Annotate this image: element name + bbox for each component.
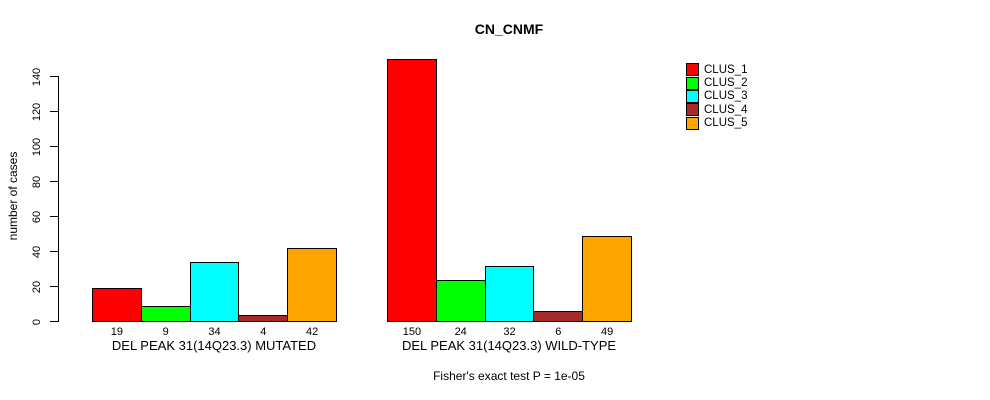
y-tick-label: 140 bbox=[31, 67, 43, 86]
legend-swatch-clus_2 bbox=[686, 76, 699, 90]
y-tick-label: 120 bbox=[31, 102, 43, 121]
legend-label: CLUS_3 bbox=[704, 90, 748, 103]
bar-clus_4-group1 bbox=[238, 314, 289, 322]
bar-value-label: 9 bbox=[162, 326, 169, 338]
y-tick-label: 0 bbox=[31, 318, 43, 325]
legend-label: CLUS_1 bbox=[704, 63, 748, 76]
legend-item-clus_5: CLUS_5 bbox=[686, 116, 748, 130]
legend-item-clus_4: CLUS_4 bbox=[686, 103, 748, 117]
bar-value-label: 6 bbox=[555, 326, 562, 338]
group-label: DEL PEAK 31(14Q23.3) WILD-TYPE bbox=[401, 338, 617, 353]
y-tick bbox=[50, 286, 58, 288]
chart-title: CN_CNMF bbox=[474, 21, 544, 37]
y-tick bbox=[50, 111, 58, 113]
bar-clus_1-group1 bbox=[92, 288, 142, 322]
group-label: DEL PEAK 31(14Q23.3) MUTATED bbox=[111, 338, 317, 353]
bar-clus_4-group2 bbox=[533, 311, 584, 322]
legend-item-clus_2: CLUS_2 bbox=[686, 76, 748, 90]
y-axis-line bbox=[58, 76, 59, 322]
legend-label: CLUS_5 bbox=[704, 117, 748, 130]
legend-label: CLUS_2 bbox=[704, 77, 748, 90]
bar-clus_5-group2 bbox=[582, 235, 632, 322]
bar-value-label: 42 bbox=[305, 326, 319, 338]
y-tick bbox=[50, 321, 58, 323]
y-tick bbox=[50, 251, 58, 253]
legend-swatch-clus_1 bbox=[686, 63, 699, 77]
legend-swatch-clus_4 bbox=[686, 103, 699, 117]
legend: CLUS_1 CLUS_2 CLUS_3 CLUS_4 CLUS_5 bbox=[686, 63, 747, 130]
bar-clus_3-group2 bbox=[484, 265, 535, 322]
y-tick bbox=[50, 216, 58, 218]
y-tick-label: 20 bbox=[31, 280, 43, 293]
y-tick-label: 80 bbox=[31, 175, 43, 188]
bar-value-label: 19 bbox=[110, 326, 124, 338]
bar-clus_2-group1 bbox=[140, 305, 191, 322]
y-tick bbox=[50, 146, 58, 148]
y-tick bbox=[50, 181, 58, 183]
fisher-test-note: Fisher's exact test P = 1e-05 bbox=[433, 369, 585, 383]
bar-clus_2-group2 bbox=[435, 279, 486, 322]
bar-clus_1-group2 bbox=[387, 59, 437, 322]
legend-item-clus_3: CLUS_3 bbox=[686, 89, 748, 103]
y-tick-label: 40 bbox=[31, 245, 43, 258]
legend-swatch-clus_5 bbox=[686, 116, 699, 130]
legend-item-clus_1: CLUS_1 bbox=[686, 63, 748, 77]
bar-value-label: 49 bbox=[600, 326, 614, 338]
bar-clus_5-group1 bbox=[287, 248, 337, 322]
bar-value-label: 32 bbox=[503, 326, 516, 338]
y-axis-label: number of cases bbox=[6, 151, 20, 241]
legend-label: CLUS_4 bbox=[704, 103, 748, 116]
bar-value-label: 4 bbox=[260, 326, 267, 338]
legend-swatch-clus_3 bbox=[686, 89, 699, 103]
bar-value-label: 34 bbox=[208, 326, 221, 338]
y-tick-label: 100 bbox=[31, 137, 43, 156]
bar-value-label: 24 bbox=[454, 326, 467, 338]
y-tick-label: 60 bbox=[31, 210, 43, 223]
bar-clus_3-group1 bbox=[189, 262, 240, 322]
bar-value-label: 150 bbox=[402, 326, 422, 338]
y-tick bbox=[50, 76, 58, 78]
